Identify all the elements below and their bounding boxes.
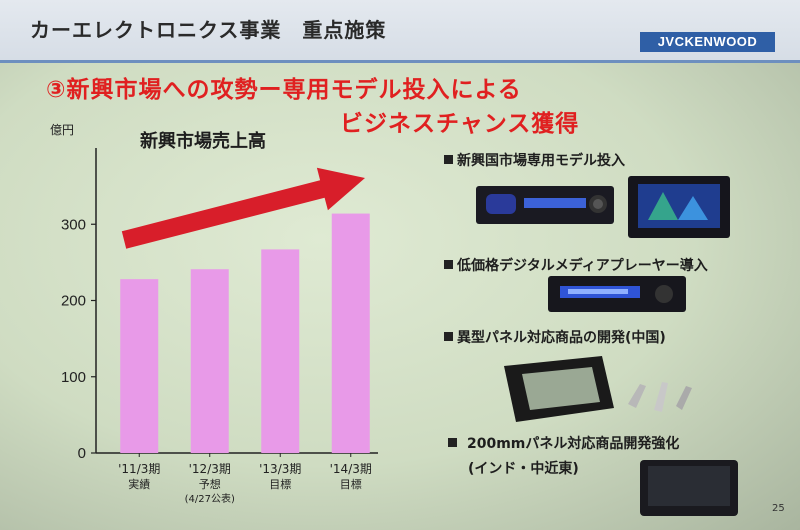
bullet-square-icon bbox=[444, 260, 453, 269]
chart-title: 新興市場売上高 bbox=[140, 130, 266, 152]
bar bbox=[190, 269, 229, 453]
panel-frame-image bbox=[504, 356, 614, 422]
y-tick-label: 300 bbox=[61, 216, 86, 233]
av-unit-image bbox=[628, 176, 730, 238]
slide-header-bar: カーエレクトロニクス事業 重点施策 JVCKENWOOD bbox=[0, 0, 800, 63]
bullet-square-icon bbox=[448, 438, 457, 447]
headline-line-2: ビジネスチャンス獲得 bbox=[340, 111, 580, 137]
section-title: カーエレクトロニクス事業 重点施策 bbox=[30, 18, 387, 42]
bar bbox=[120, 279, 159, 453]
bullet-item: 低価格デジタルメディアプレーヤー導入 bbox=[444, 255, 708, 275]
mounting-bracket-image bbox=[628, 382, 692, 412]
x-tick-note: (4/27公表) bbox=[185, 492, 235, 505]
bullet-subtext: (インド・中近東) bbox=[468, 461, 579, 477]
x-tick-sublabel: 予想 bbox=[199, 477, 221, 491]
x-tick-label: '11/3期 bbox=[118, 462, 160, 476]
bullet-text: 低価格デジタルメディアプレーヤー導入 bbox=[457, 258, 708, 274]
bullet-square-icon bbox=[444, 155, 453, 164]
x-tick-label: '14/3期 bbox=[330, 462, 372, 476]
y-tick-label: 0 bbox=[78, 445, 86, 462]
bar bbox=[331, 213, 370, 453]
bullet-text: 異型パネル対応商品の開発(中国) bbox=[457, 330, 666, 346]
x-tick-label: '12/3期 bbox=[189, 462, 231, 476]
bullet-item: 200mmパネル対応商品開発強化 bbox=[448, 433, 679, 453]
bullet-item: 異型パネル対応商品の開発(中国) bbox=[444, 327, 666, 347]
y-tick-label: 200 bbox=[61, 293, 86, 310]
200mm-unit-image bbox=[640, 460, 738, 516]
x-tick-label: '13/3期 bbox=[259, 462, 301, 476]
x-tick-sublabel: 目標 bbox=[340, 477, 362, 491]
bar bbox=[261, 249, 300, 453]
y-tick-label: 100 bbox=[61, 369, 86, 386]
page-number: 25 bbox=[772, 503, 785, 514]
bullet-item: 新興国市場専用モデル投入 bbox=[444, 150, 625, 170]
headline-line-1: ③新興市場への攻勢ー専用モデル投入による bbox=[46, 77, 522, 103]
bullet-square-icon bbox=[444, 332, 453, 341]
media-player-image bbox=[548, 276, 686, 312]
y-axis-label: 億円 bbox=[50, 123, 74, 137]
x-tick-sublabel: 目標 bbox=[269, 477, 291, 491]
car-stereo-image bbox=[476, 186, 614, 224]
bullet-text: 新興国市場専用モデル投入 bbox=[457, 153, 625, 169]
jvckenwood-logo: JVCKENWOOD bbox=[640, 32, 775, 52]
growth-arrow bbox=[121, 167, 365, 249]
x-tick-sublabel: 実績 bbox=[128, 477, 150, 491]
bullet-text: 200mmパネル対応商品開発強化 bbox=[467, 436, 680, 452]
